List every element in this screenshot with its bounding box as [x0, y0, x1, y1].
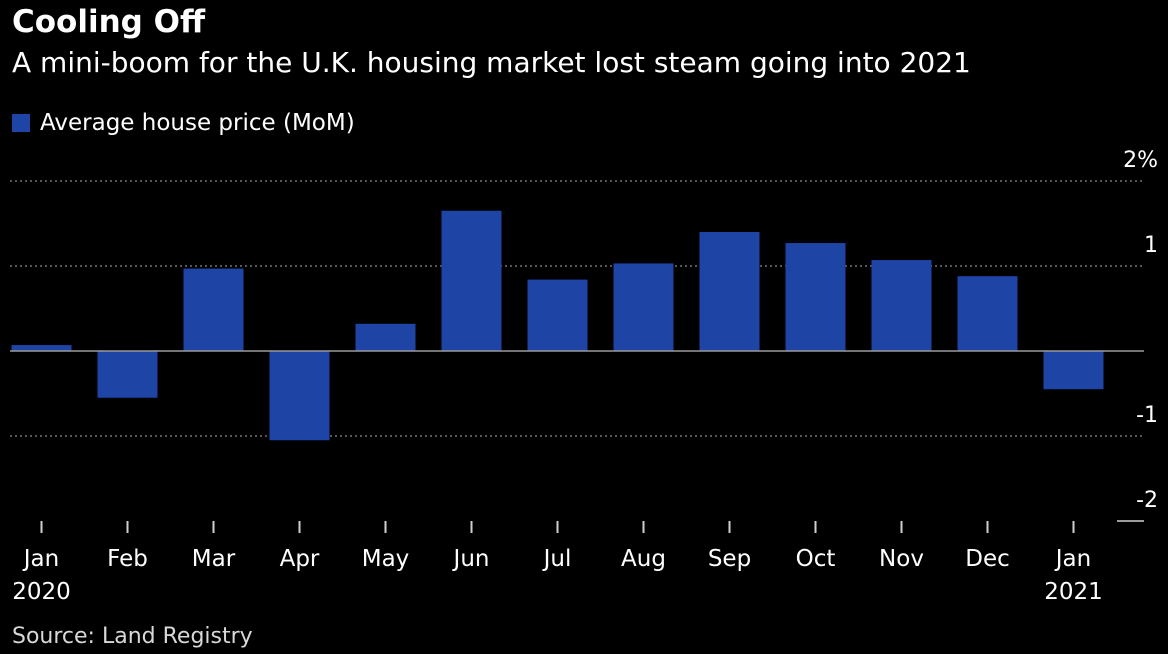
- y-tick-label: 1: [1144, 233, 1158, 258]
- x-tick-label: Aug: [621, 546, 666, 572]
- bar: [1043, 351, 1104, 390]
- x-tick-label: Apr: [280, 546, 320, 572]
- bar: [957, 276, 1018, 351]
- source-note: Source: Land Registry: [12, 624, 253, 649]
- x-tick-label: Mar: [192, 546, 236, 572]
- x-tick-label: May: [362, 546, 410, 572]
- y-tick-label: -1: [1136, 403, 1158, 428]
- legend-label: Average house price (MoM): [40, 110, 355, 136]
- legend: Average house price (MoM): [12, 108, 355, 138]
- legend-swatch: [12, 114, 30, 132]
- bar: [527, 279, 588, 351]
- x-tick-label: 2020: [12, 579, 71, 605]
- chart-subtitle: A mini-boom for the U.K. housing market …: [12, 46, 971, 79]
- x-tick-label: Nov: [879, 546, 924, 572]
- bar: [355, 323, 416, 351]
- x-tick-label: Oct: [796, 546, 836, 572]
- bar: [11, 345, 72, 351]
- x-tick-label: Feb: [107, 546, 148, 572]
- bar: [269, 351, 330, 441]
- x-tick-label: 2021: [1044, 579, 1103, 605]
- bar: [97, 351, 158, 398]
- bar: [871, 260, 932, 351]
- bar: [613, 263, 674, 351]
- x-tick-label: Jan: [22, 546, 59, 572]
- bar: [785, 243, 846, 351]
- x-tick-label: Jan: [1054, 546, 1091, 572]
- x-tick-label: Jun: [452, 546, 490, 572]
- x-tick-label: Dec: [965, 546, 1010, 572]
- y-tick-label: -2: [1136, 488, 1158, 513]
- x-tick-label: Sep: [708, 546, 751, 572]
- x-tick-label: Jul: [542, 546, 572, 572]
- bar: [699, 232, 760, 351]
- bar: [441, 210, 502, 351]
- y-tick-label: 2%: [1123, 148, 1158, 173]
- chart-title: Cooling Off: [12, 4, 206, 40]
- bar: [183, 268, 244, 351]
